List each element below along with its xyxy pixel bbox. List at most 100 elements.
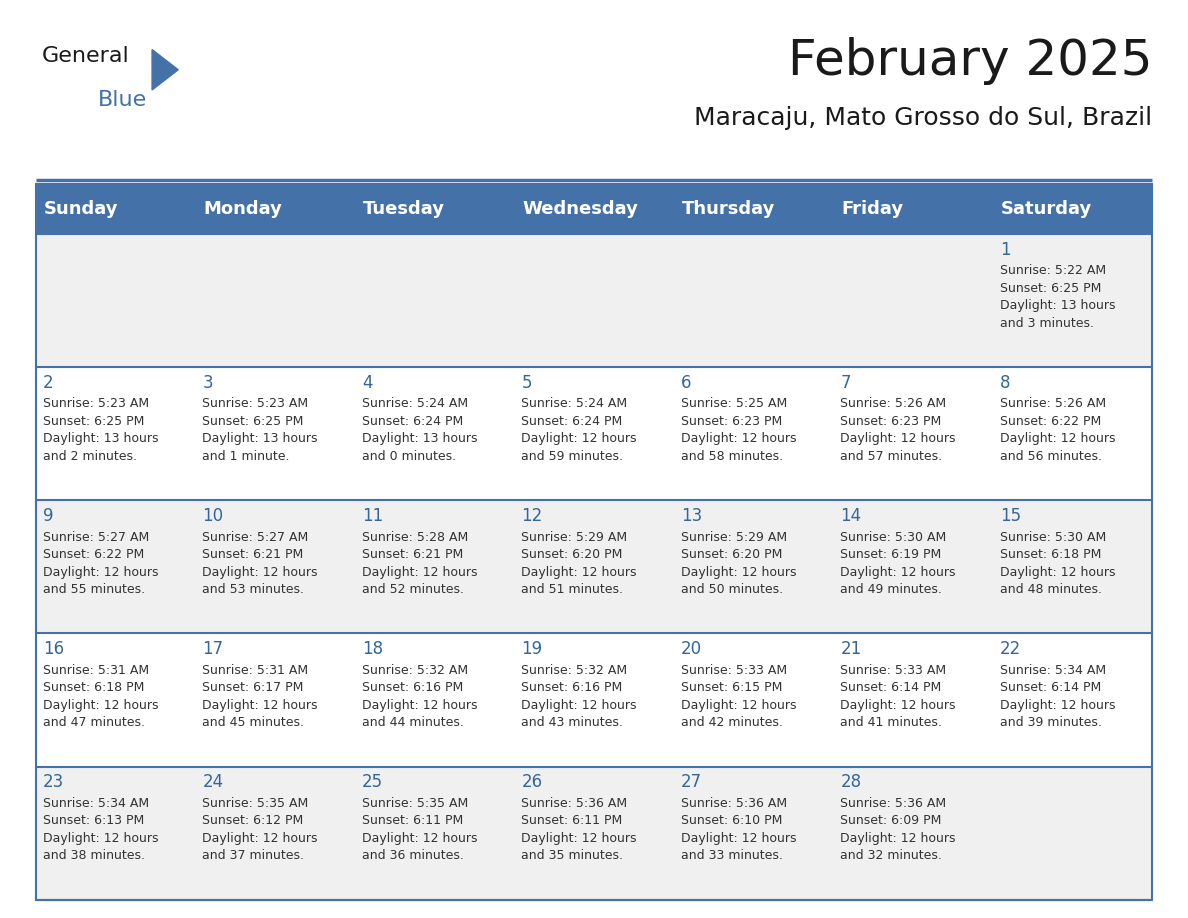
Text: Sunrise: 5:30 AM
Sunset: 6:18 PM
Daylight: 12 hours
and 48 minutes.: Sunrise: 5:30 AM Sunset: 6:18 PM Dayligh… <box>1000 531 1116 596</box>
Text: 24: 24 <box>202 773 223 791</box>
Text: Sunrise: 5:29 AM
Sunset: 6:20 PM
Daylight: 12 hours
and 51 minutes.: Sunrise: 5:29 AM Sunset: 6:20 PM Dayligh… <box>522 531 637 596</box>
Text: Wednesday: Wednesday <box>523 200 638 218</box>
FancyBboxPatch shape <box>195 184 355 234</box>
FancyBboxPatch shape <box>195 367 355 500</box>
Text: Sunrise: 5:32 AM
Sunset: 6:16 PM
Daylight: 12 hours
and 43 minutes.: Sunrise: 5:32 AM Sunset: 6:16 PM Dayligh… <box>522 664 637 729</box>
FancyBboxPatch shape <box>514 633 674 767</box>
Text: February 2025: February 2025 <box>788 37 1152 84</box>
Text: Tuesday: Tuesday <box>362 200 444 218</box>
FancyBboxPatch shape <box>195 633 355 767</box>
Text: Sunrise: 5:29 AM
Sunset: 6:20 PM
Daylight: 12 hours
and 50 minutes.: Sunrise: 5:29 AM Sunset: 6:20 PM Dayligh… <box>681 531 796 596</box>
Text: 25: 25 <box>362 773 383 791</box>
FancyBboxPatch shape <box>833 234 993 367</box>
Text: 17: 17 <box>202 640 223 658</box>
FancyBboxPatch shape <box>993 184 1152 234</box>
Text: 13: 13 <box>681 507 702 525</box>
Text: 9: 9 <box>43 507 53 525</box>
Text: Maracaju, Mato Grosso do Sul, Brazil: Maracaju, Mato Grosso do Sul, Brazil <box>694 106 1152 129</box>
Text: 1: 1 <box>1000 241 1011 259</box>
Text: Sunrise: 5:26 AM
Sunset: 6:22 PM
Daylight: 12 hours
and 56 minutes.: Sunrise: 5:26 AM Sunset: 6:22 PM Dayligh… <box>1000 397 1116 463</box>
FancyBboxPatch shape <box>355 633 514 767</box>
Text: 3: 3 <box>202 374 213 392</box>
Text: 5: 5 <box>522 374 532 392</box>
Text: 7: 7 <box>840 374 851 392</box>
Text: Sunrise: 5:36 AM
Sunset: 6:10 PM
Daylight: 12 hours
and 33 minutes.: Sunrise: 5:36 AM Sunset: 6:10 PM Dayligh… <box>681 797 796 862</box>
FancyBboxPatch shape <box>355 234 514 367</box>
FancyBboxPatch shape <box>993 633 1152 767</box>
Text: Sunrise: 5:31 AM
Sunset: 6:17 PM
Daylight: 12 hours
and 45 minutes.: Sunrise: 5:31 AM Sunset: 6:17 PM Dayligh… <box>202 664 318 729</box>
FancyBboxPatch shape <box>833 633 993 767</box>
Text: General: General <box>42 46 129 66</box>
Text: Sunrise: 5:26 AM
Sunset: 6:23 PM
Daylight: 12 hours
and 57 minutes.: Sunrise: 5:26 AM Sunset: 6:23 PM Dayligh… <box>840 397 956 463</box>
FancyBboxPatch shape <box>36 367 195 500</box>
Text: 4: 4 <box>362 374 372 392</box>
FancyBboxPatch shape <box>36 633 195 767</box>
Text: Sunrise: 5:25 AM
Sunset: 6:23 PM
Daylight: 12 hours
and 58 minutes.: Sunrise: 5:25 AM Sunset: 6:23 PM Dayligh… <box>681 397 796 463</box>
Text: 6: 6 <box>681 374 691 392</box>
FancyBboxPatch shape <box>674 500 833 633</box>
Text: 21: 21 <box>840 640 861 658</box>
Text: Sunrise: 5:22 AM
Sunset: 6:25 PM
Daylight: 13 hours
and 3 minutes.: Sunrise: 5:22 AM Sunset: 6:25 PM Dayligh… <box>1000 264 1116 330</box>
FancyBboxPatch shape <box>514 234 674 367</box>
FancyBboxPatch shape <box>355 500 514 633</box>
Text: 15: 15 <box>1000 507 1020 525</box>
FancyBboxPatch shape <box>833 184 993 234</box>
Text: Sunrise: 5:34 AM
Sunset: 6:13 PM
Daylight: 12 hours
and 38 minutes.: Sunrise: 5:34 AM Sunset: 6:13 PM Dayligh… <box>43 797 158 862</box>
Text: Sunrise: 5:32 AM
Sunset: 6:16 PM
Daylight: 12 hours
and 44 minutes.: Sunrise: 5:32 AM Sunset: 6:16 PM Dayligh… <box>362 664 478 729</box>
Text: Sunrise: 5:34 AM
Sunset: 6:14 PM
Daylight: 12 hours
and 39 minutes.: Sunrise: 5:34 AM Sunset: 6:14 PM Dayligh… <box>1000 664 1116 729</box>
Text: 16: 16 <box>43 640 64 658</box>
Text: Sunrise: 5:33 AM
Sunset: 6:15 PM
Daylight: 12 hours
and 42 minutes.: Sunrise: 5:33 AM Sunset: 6:15 PM Dayligh… <box>681 664 796 729</box>
FancyBboxPatch shape <box>355 184 514 234</box>
FancyBboxPatch shape <box>355 767 514 900</box>
Text: 18: 18 <box>362 640 383 658</box>
FancyBboxPatch shape <box>36 234 195 367</box>
Text: Sunrise: 5:31 AM
Sunset: 6:18 PM
Daylight: 12 hours
and 47 minutes.: Sunrise: 5:31 AM Sunset: 6:18 PM Dayligh… <box>43 664 158 729</box>
Text: Sunrise: 5:36 AM
Sunset: 6:09 PM
Daylight: 12 hours
and 32 minutes.: Sunrise: 5:36 AM Sunset: 6:09 PM Dayligh… <box>840 797 956 862</box>
FancyBboxPatch shape <box>833 367 993 500</box>
FancyBboxPatch shape <box>993 234 1152 367</box>
Text: Sunrise: 5:24 AM
Sunset: 6:24 PM
Daylight: 12 hours
and 59 minutes.: Sunrise: 5:24 AM Sunset: 6:24 PM Dayligh… <box>522 397 637 463</box>
Text: Sunrise: 5:27 AM
Sunset: 6:22 PM
Daylight: 12 hours
and 55 minutes.: Sunrise: 5:27 AM Sunset: 6:22 PM Dayligh… <box>43 531 158 596</box>
Text: Sunrise: 5:23 AM
Sunset: 6:25 PM
Daylight: 13 hours
and 1 minute.: Sunrise: 5:23 AM Sunset: 6:25 PM Dayligh… <box>202 397 318 463</box>
Text: 26: 26 <box>522 773 543 791</box>
FancyBboxPatch shape <box>514 767 674 900</box>
FancyBboxPatch shape <box>833 500 993 633</box>
FancyBboxPatch shape <box>195 500 355 633</box>
FancyBboxPatch shape <box>674 633 833 767</box>
FancyBboxPatch shape <box>514 500 674 633</box>
Text: Sunrise: 5:27 AM
Sunset: 6:21 PM
Daylight: 12 hours
and 53 minutes.: Sunrise: 5:27 AM Sunset: 6:21 PM Dayligh… <box>202 531 318 596</box>
Text: 28: 28 <box>840 773 861 791</box>
Text: 23: 23 <box>43 773 64 791</box>
Text: 20: 20 <box>681 640 702 658</box>
Text: 10: 10 <box>202 507 223 525</box>
FancyBboxPatch shape <box>993 367 1152 500</box>
Text: 8: 8 <box>1000 374 1011 392</box>
FancyBboxPatch shape <box>674 234 833 367</box>
Text: Monday: Monday <box>203 200 282 218</box>
FancyBboxPatch shape <box>36 500 195 633</box>
Text: 22: 22 <box>1000 640 1022 658</box>
Text: Sunrise: 5:35 AM
Sunset: 6:12 PM
Daylight: 12 hours
and 37 minutes.: Sunrise: 5:35 AM Sunset: 6:12 PM Dayligh… <box>202 797 318 862</box>
Text: 12: 12 <box>522 507 543 525</box>
FancyBboxPatch shape <box>36 184 195 234</box>
Text: Sunrise: 5:33 AM
Sunset: 6:14 PM
Daylight: 12 hours
and 41 minutes.: Sunrise: 5:33 AM Sunset: 6:14 PM Dayligh… <box>840 664 956 729</box>
FancyBboxPatch shape <box>195 767 355 900</box>
Text: Sunrise: 5:36 AM
Sunset: 6:11 PM
Daylight: 12 hours
and 35 minutes.: Sunrise: 5:36 AM Sunset: 6:11 PM Dayligh… <box>522 797 637 862</box>
Text: Blue: Blue <box>97 90 146 110</box>
Text: Friday: Friday <box>841 200 903 218</box>
FancyBboxPatch shape <box>514 184 674 234</box>
Text: 14: 14 <box>840 507 861 525</box>
FancyBboxPatch shape <box>36 767 195 900</box>
FancyBboxPatch shape <box>993 767 1152 900</box>
Polygon shape <box>152 50 178 90</box>
Text: Thursday: Thursday <box>682 200 775 218</box>
FancyBboxPatch shape <box>355 367 514 500</box>
Text: Saturday: Saturday <box>1000 200 1092 218</box>
FancyBboxPatch shape <box>674 184 833 234</box>
Text: 27: 27 <box>681 773 702 791</box>
FancyBboxPatch shape <box>993 500 1152 633</box>
Text: Sunday: Sunday <box>44 200 118 218</box>
FancyBboxPatch shape <box>833 767 993 900</box>
FancyBboxPatch shape <box>195 234 355 367</box>
Text: Sunrise: 5:35 AM
Sunset: 6:11 PM
Daylight: 12 hours
and 36 minutes.: Sunrise: 5:35 AM Sunset: 6:11 PM Dayligh… <box>362 797 478 862</box>
